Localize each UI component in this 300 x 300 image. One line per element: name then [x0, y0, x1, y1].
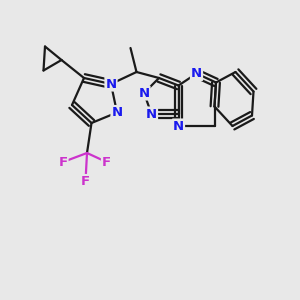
- Text: N: N: [191, 67, 202, 80]
- Text: F: F: [81, 175, 90, 188]
- Text: F: F: [58, 155, 68, 169]
- Text: N: N: [138, 86, 150, 100]
- Text: N: N: [173, 119, 184, 133]
- Text: N: N: [146, 107, 157, 121]
- Text: N: N: [111, 106, 123, 119]
- Text: N: N: [105, 77, 117, 91]
- Text: F: F: [102, 155, 111, 169]
